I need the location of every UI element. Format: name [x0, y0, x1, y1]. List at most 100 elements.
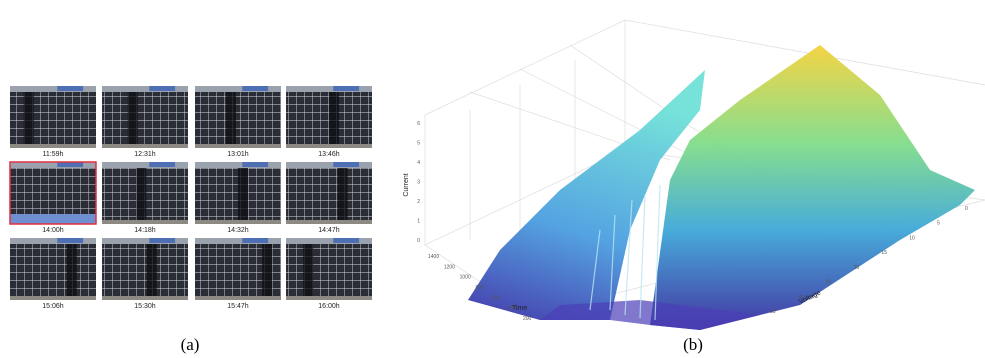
sky	[195, 162, 281, 170]
y-tick-label: 30	[798, 294, 804, 300]
surface-right	[650, 45, 975, 330]
shadow	[136, 168, 147, 220]
photo	[102, 86, 188, 148]
ground	[286, 296, 372, 300]
sky	[10, 238, 96, 246]
highlight-frame	[9, 161, 97, 225]
solar-panel	[10, 244, 96, 296]
sky	[195, 238, 281, 246]
caption-b: (b)	[683, 335, 703, 354]
shadow	[146, 244, 157, 296]
ground	[10, 144, 96, 148]
shadow	[303, 244, 314, 296]
x-tick-label: 1200	[444, 264, 455, 270]
panel-a: 11:59h 12:31h 13:01h 13:46h 14:00h 14:18h 14:3…	[9, 86, 372, 310]
frame-time: 14:32h	[227, 227, 249, 234]
frame-time: 11:59h	[43, 151, 64, 158]
caption-a: (a)	[181, 335, 200, 354]
frame-time: 14:00h	[42, 227, 64, 234]
ground	[102, 220, 188, 224]
photo	[10, 238, 96, 300]
sky-blue	[333, 86, 360, 91]
ground-blue	[10, 214, 96, 224]
ground	[195, 296, 281, 300]
frame-time: 16:00h	[318, 303, 340, 310]
sky	[286, 238, 372, 246]
z-tick-label: 2	[417, 199, 420, 205]
sky-blue	[333, 162, 360, 167]
surface-floor	[540, 300, 760, 330]
shadow	[225, 92, 236, 144]
frame-time: 15:06h	[42, 303, 64, 310]
surface-spikes	[589, 184, 661, 321]
sky-blue	[57, 238, 84, 243]
frame-time: 14:47h	[318, 227, 340, 234]
frame-time: 12:31h	[134, 151, 156, 158]
solar-panel	[286, 168, 372, 220]
sky-blue	[57, 86, 84, 91]
z-tick-label: 1	[417, 219, 420, 225]
photo	[195, 238, 281, 300]
photo	[9, 161, 97, 225]
sky	[102, 86, 188, 94]
y-tick-label: 10	[909, 235, 915, 241]
z-tick-label: 0	[417, 238, 420, 244]
frame-time: 14:18h	[134, 227, 156, 234]
sky-blue	[333, 238, 360, 243]
x-tick-label: 600	[491, 295, 500, 301]
photo	[195, 162, 281, 224]
sky-blue	[242, 162, 269, 167]
shadow	[238, 168, 248, 220]
ground	[195, 144, 281, 148]
surface-left	[468, 70, 705, 320]
solar-panel	[286, 244, 372, 296]
sky-blue	[57, 162, 84, 167]
shadow	[127, 92, 138, 144]
shadow	[262, 244, 273, 296]
photo	[102, 238, 188, 300]
frame-time: 13:01h	[227, 151, 249, 158]
z-axis-label: Current	[403, 173, 410, 196]
photo	[286, 162, 372, 224]
photo	[286, 238, 372, 300]
y-tick-label: 0	[965, 206, 968, 212]
sky	[10, 86, 96, 94]
y-tick-label: 35	[770, 309, 776, 315]
solar-panel	[10, 168, 96, 220]
ground	[102, 296, 188, 300]
z-tick-label: 3	[417, 180, 420, 186]
ground	[286, 220, 372, 224]
shadow	[329, 92, 339, 144]
panel-b: Current Time Voltage (b) 012345614001200…	[403, 19, 985, 354]
sky-blue	[149, 86, 176, 91]
y-tick-label: 20	[854, 265, 860, 271]
sky	[286, 86, 372, 94]
x-tick-label: 400	[507, 306, 516, 312]
ground	[10, 296, 96, 300]
x-axis-label: Time	[512, 305, 527, 312]
ground	[195, 220, 281, 224]
sky-blue	[242, 238, 269, 243]
y-tick-label: 25	[826, 280, 832, 286]
ground	[286, 144, 372, 148]
shadow	[23, 92, 34, 144]
sky-blue	[242, 86, 269, 91]
solar-panel	[10, 92, 96, 144]
y-tick-label: 5	[937, 221, 940, 227]
frame-time: 13:46h	[318, 151, 340, 158]
solar-panel	[195, 92, 281, 144]
sky	[10, 162, 96, 170]
z-tick-label: 5	[417, 141, 420, 147]
x-tick-label: 1000	[460, 275, 471, 281]
photo	[102, 162, 188, 224]
solar-panel	[102, 92, 188, 144]
frame-time: 15:30h	[134, 303, 156, 310]
sky	[102, 238, 188, 246]
x-tick-label: 200	[523, 316, 532, 322]
sky	[195, 86, 281, 94]
sky	[102, 162, 188, 170]
sky	[286, 162, 372, 170]
frame-time: 15:47h	[227, 303, 249, 310]
shadow	[337, 168, 348, 220]
